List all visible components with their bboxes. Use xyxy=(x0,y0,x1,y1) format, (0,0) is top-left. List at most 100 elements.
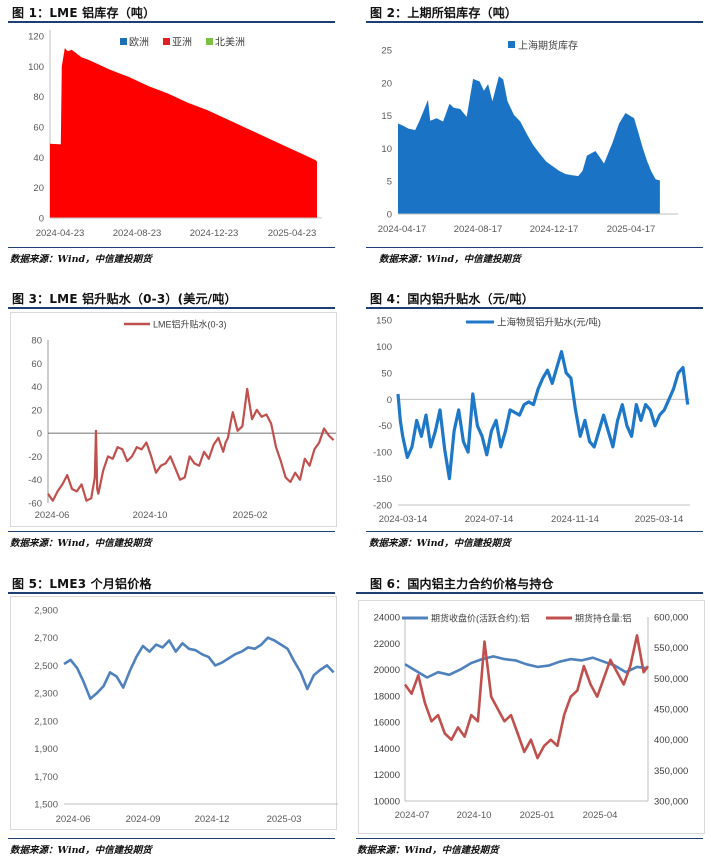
fig6-ytick-left-label: 16000 xyxy=(374,718,400,729)
fig1-ytick-label: 120 xyxy=(28,32,44,43)
figure-4-title: 图 4：国内铝升贴水（元/吨） xyxy=(370,292,534,306)
fig2-series-上海期货库存 xyxy=(397,76,660,214)
fig4-ytick-label: 50 xyxy=(381,368,392,379)
figure-2-title: 图 2：上期所铝库存（吨） xyxy=(370,6,518,20)
fig6-legend-label: 期货收盘价(活跃合约):铝 xyxy=(431,613,530,624)
fig3-xtick-label: 2024-06 xyxy=(35,510,70,521)
fig5-line xyxy=(63,636,335,700)
fig4-ytick-label: 150 xyxy=(376,316,392,327)
fig1-legend-swatch xyxy=(120,38,127,45)
figure-3-source: 数据来源：Wind，中信建投期货 xyxy=(10,538,152,549)
fig3-ytick-label: -60 xyxy=(28,499,42,510)
fig6-series-期货持仓量:铝 xyxy=(403,634,650,760)
figure-1-top-rule xyxy=(8,21,335,23)
figure-2-bottom-rule xyxy=(366,247,703,248)
fig5-xtick-label: 2024-06 xyxy=(56,814,91,825)
fig4-legend-label: 上海物贸铝升贴水(元/吨) xyxy=(497,317,601,329)
figure-5-source: 数据来源：Wind，中信建投期货 xyxy=(10,845,152,856)
fig6-ytick-right-label: 300,000 xyxy=(654,797,688,808)
fig5-xtick-label: 2024-12 xyxy=(195,814,230,825)
fig1-legend-label: 欧洲 xyxy=(129,37,149,49)
figure-5-frame xyxy=(10,596,337,830)
fig1-xtick-label: 2024-12-23 xyxy=(190,228,239,239)
fig4-xtick-label: 2024-03-14 xyxy=(379,514,428,525)
fig3-ytick-label: 80 xyxy=(31,336,42,347)
figure-6-top-rule xyxy=(356,592,703,594)
figure-2-top-rule xyxy=(366,21,703,23)
fig5-xtick-label: 2025-03 xyxy=(267,814,302,825)
fig4-line xyxy=(396,350,690,481)
figure-4-bottom-rule xyxy=(366,531,703,532)
fig1-legend-label: 亚洲 xyxy=(172,37,192,49)
fig6-ytick-left-label: 22000 xyxy=(374,639,400,650)
fig3-legend-label: LME铝升贴水(0-3) xyxy=(153,319,227,330)
fig5-ytick-label: 2,300 xyxy=(34,689,58,700)
fig6-ytick-left-label: 20000 xyxy=(374,665,400,676)
figure-1-bottom-rule xyxy=(8,247,335,248)
fig2-legend-label: 上海期货库存 xyxy=(518,39,578,52)
fig6-xtick-label: 2025-01 xyxy=(520,810,555,821)
fig6-ytick-left-label: 10000 xyxy=(374,797,400,808)
fig6-ytick-right-label: 350,000 xyxy=(654,766,688,777)
fig4-xtick-label: 2024-07-14 xyxy=(465,514,514,525)
fig6-ytick-right-label: 450,000 xyxy=(654,705,688,716)
fig2-ytick-label: 20 xyxy=(381,78,392,89)
fig6-ytick-left-label: 12000 xyxy=(374,770,400,781)
fig4-ytick-label: 0 xyxy=(387,395,392,406)
fig6-legend-label: 期货持仓量:铝 xyxy=(575,613,632,624)
fig6-ytick-left-label: 18000 xyxy=(374,691,400,702)
fig2-xtick-label: 2024-12-17 xyxy=(530,224,579,235)
fig5-ytick-label: 1,900 xyxy=(34,744,58,755)
figure-3-frame xyxy=(10,312,337,527)
fig1-ytick-label: 100 xyxy=(28,62,44,73)
fig1-ytick-label: 40 xyxy=(33,153,44,164)
fig4-xtick-label: 2024-11-14 xyxy=(551,514,599,525)
fig6-line xyxy=(403,634,650,760)
fig3-ytick-label: -40 xyxy=(28,475,42,486)
fig5-ytick-label: 2,100 xyxy=(34,716,58,727)
fig3-ytick-label: 20 xyxy=(31,405,42,416)
figure-6-bottom-rule xyxy=(356,838,703,839)
fig1-legend-label: 北美洲 xyxy=(215,36,245,49)
figure-6-source: 数据来源：Wind，中信建投期货 xyxy=(357,845,499,856)
figure-3-top-rule xyxy=(8,307,335,309)
fig3-xtick-label: 2025-02 xyxy=(233,510,268,521)
fig1-ytick-label: 20 xyxy=(33,183,44,194)
fig5-series-LME3个月铝价格 xyxy=(63,636,335,700)
fig4-ytick-label: -200 xyxy=(373,501,392,512)
fig1-xtick-label: 2024-08-23 xyxy=(113,228,162,239)
figure-6-title: 图 6：国内铝主力合约价格与持仓 xyxy=(370,577,554,591)
fig4-xtick-label: 2025-03-14 xyxy=(635,514,684,525)
fig4-ytick-label: 100 xyxy=(376,342,392,353)
figure-3-bottom-rule xyxy=(8,531,335,532)
fig6-ytick-right-label: 500,000 xyxy=(654,674,688,685)
fig6-ytick-right-label: 550,000 xyxy=(654,643,688,654)
figure-2-source: 数据来源：Wind，中信建投期货 xyxy=(379,254,521,265)
fig1-ytick-label: 80 xyxy=(33,92,44,103)
fig2-xtick-label: 2024-04-17 xyxy=(378,224,427,235)
fig2-ytick-label: 0 xyxy=(387,210,392,221)
fig2-ytick-label: 25 xyxy=(381,46,392,57)
figure-1-source: 数据来源：Wind，中信建投期货 xyxy=(10,254,152,265)
figure-1-title: 图 1：LME 铝库存（吨） xyxy=(12,6,156,20)
fig4-ytick-label: -150 xyxy=(373,474,392,485)
fig2-ytick-label: 5 xyxy=(387,177,392,188)
fig2-xtick-label: 2025-04-17 xyxy=(607,224,656,235)
fig5-ytick-label: 1,700 xyxy=(34,772,58,783)
fig5-ytick-label: 2,500 xyxy=(34,661,58,672)
fig6-ytick-left-label: 14000 xyxy=(374,744,400,755)
fig3-ytick-label: -20 xyxy=(28,452,42,463)
fig1-series-亚洲 xyxy=(49,48,318,218)
figure-4-top-rule xyxy=(366,307,703,309)
fig1-area xyxy=(50,48,318,218)
fig2-legend-swatch xyxy=(508,41,515,48)
fig1-legend-swatch xyxy=(163,38,170,45)
fig6-xtick-label: 2025-04 xyxy=(583,810,618,821)
fig5-xtick-label: 2024-09 xyxy=(126,814,161,825)
fig5-ytick-label: 2,700 xyxy=(34,633,58,644)
fig6-ytick-right-label: 600,000 xyxy=(654,613,688,624)
figure-5-bottom-rule xyxy=(8,838,335,839)
fig2-area xyxy=(398,76,660,214)
fig6-xtick-label: 2024-10 xyxy=(457,810,492,821)
figure-5-title: 图 5：LME3 个月铝价格 xyxy=(12,577,152,591)
